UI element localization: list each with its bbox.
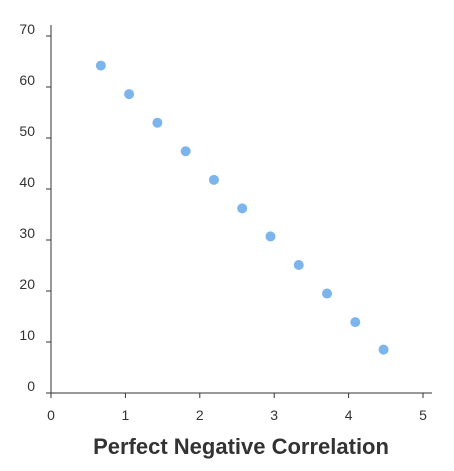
x-tick-label: 3 bbox=[270, 407, 278, 423]
y-tick-label: 30 bbox=[19, 225, 35, 241]
x-tick-label: 2 bbox=[196, 407, 204, 423]
data-point bbox=[95, 60, 106, 71]
y-tick-label: 60 bbox=[19, 72, 35, 88]
data-point bbox=[124, 89, 135, 100]
y-tick-label: 20 bbox=[19, 276, 35, 292]
y-tick-label: 40 bbox=[19, 174, 35, 190]
x-tick-label: 0 bbox=[47, 407, 55, 423]
chart-title: Perfect Negative Correlation bbox=[93, 434, 389, 459]
x-tick-label: 1 bbox=[122, 407, 130, 423]
data-point bbox=[152, 117, 163, 128]
data-point bbox=[265, 231, 276, 242]
data-point bbox=[237, 203, 248, 214]
x-tick-label: 4 bbox=[345, 407, 353, 423]
data-point bbox=[378, 344, 389, 355]
y-tick-label: 10 bbox=[19, 327, 35, 343]
data-points bbox=[95, 60, 389, 355]
y-axis-ticks: 0 10 20 30 40 50 60 70 bbox=[19, 21, 51, 394]
y-tick-label: 50 bbox=[19, 123, 35, 139]
data-point bbox=[180, 146, 191, 157]
y-tick-label: 0 bbox=[27, 378, 35, 394]
data-point bbox=[208, 174, 219, 185]
data-point bbox=[350, 317, 361, 328]
chart-axes bbox=[50, 25, 432, 394]
x-tick-label: 5 bbox=[419, 407, 427, 423]
y-tick-label: 70 bbox=[19, 21, 35, 37]
data-point bbox=[293, 259, 304, 270]
data-point bbox=[322, 288, 333, 299]
x-axis-ticks: 0 1 2 3 4 5 bbox=[47, 393, 427, 423]
